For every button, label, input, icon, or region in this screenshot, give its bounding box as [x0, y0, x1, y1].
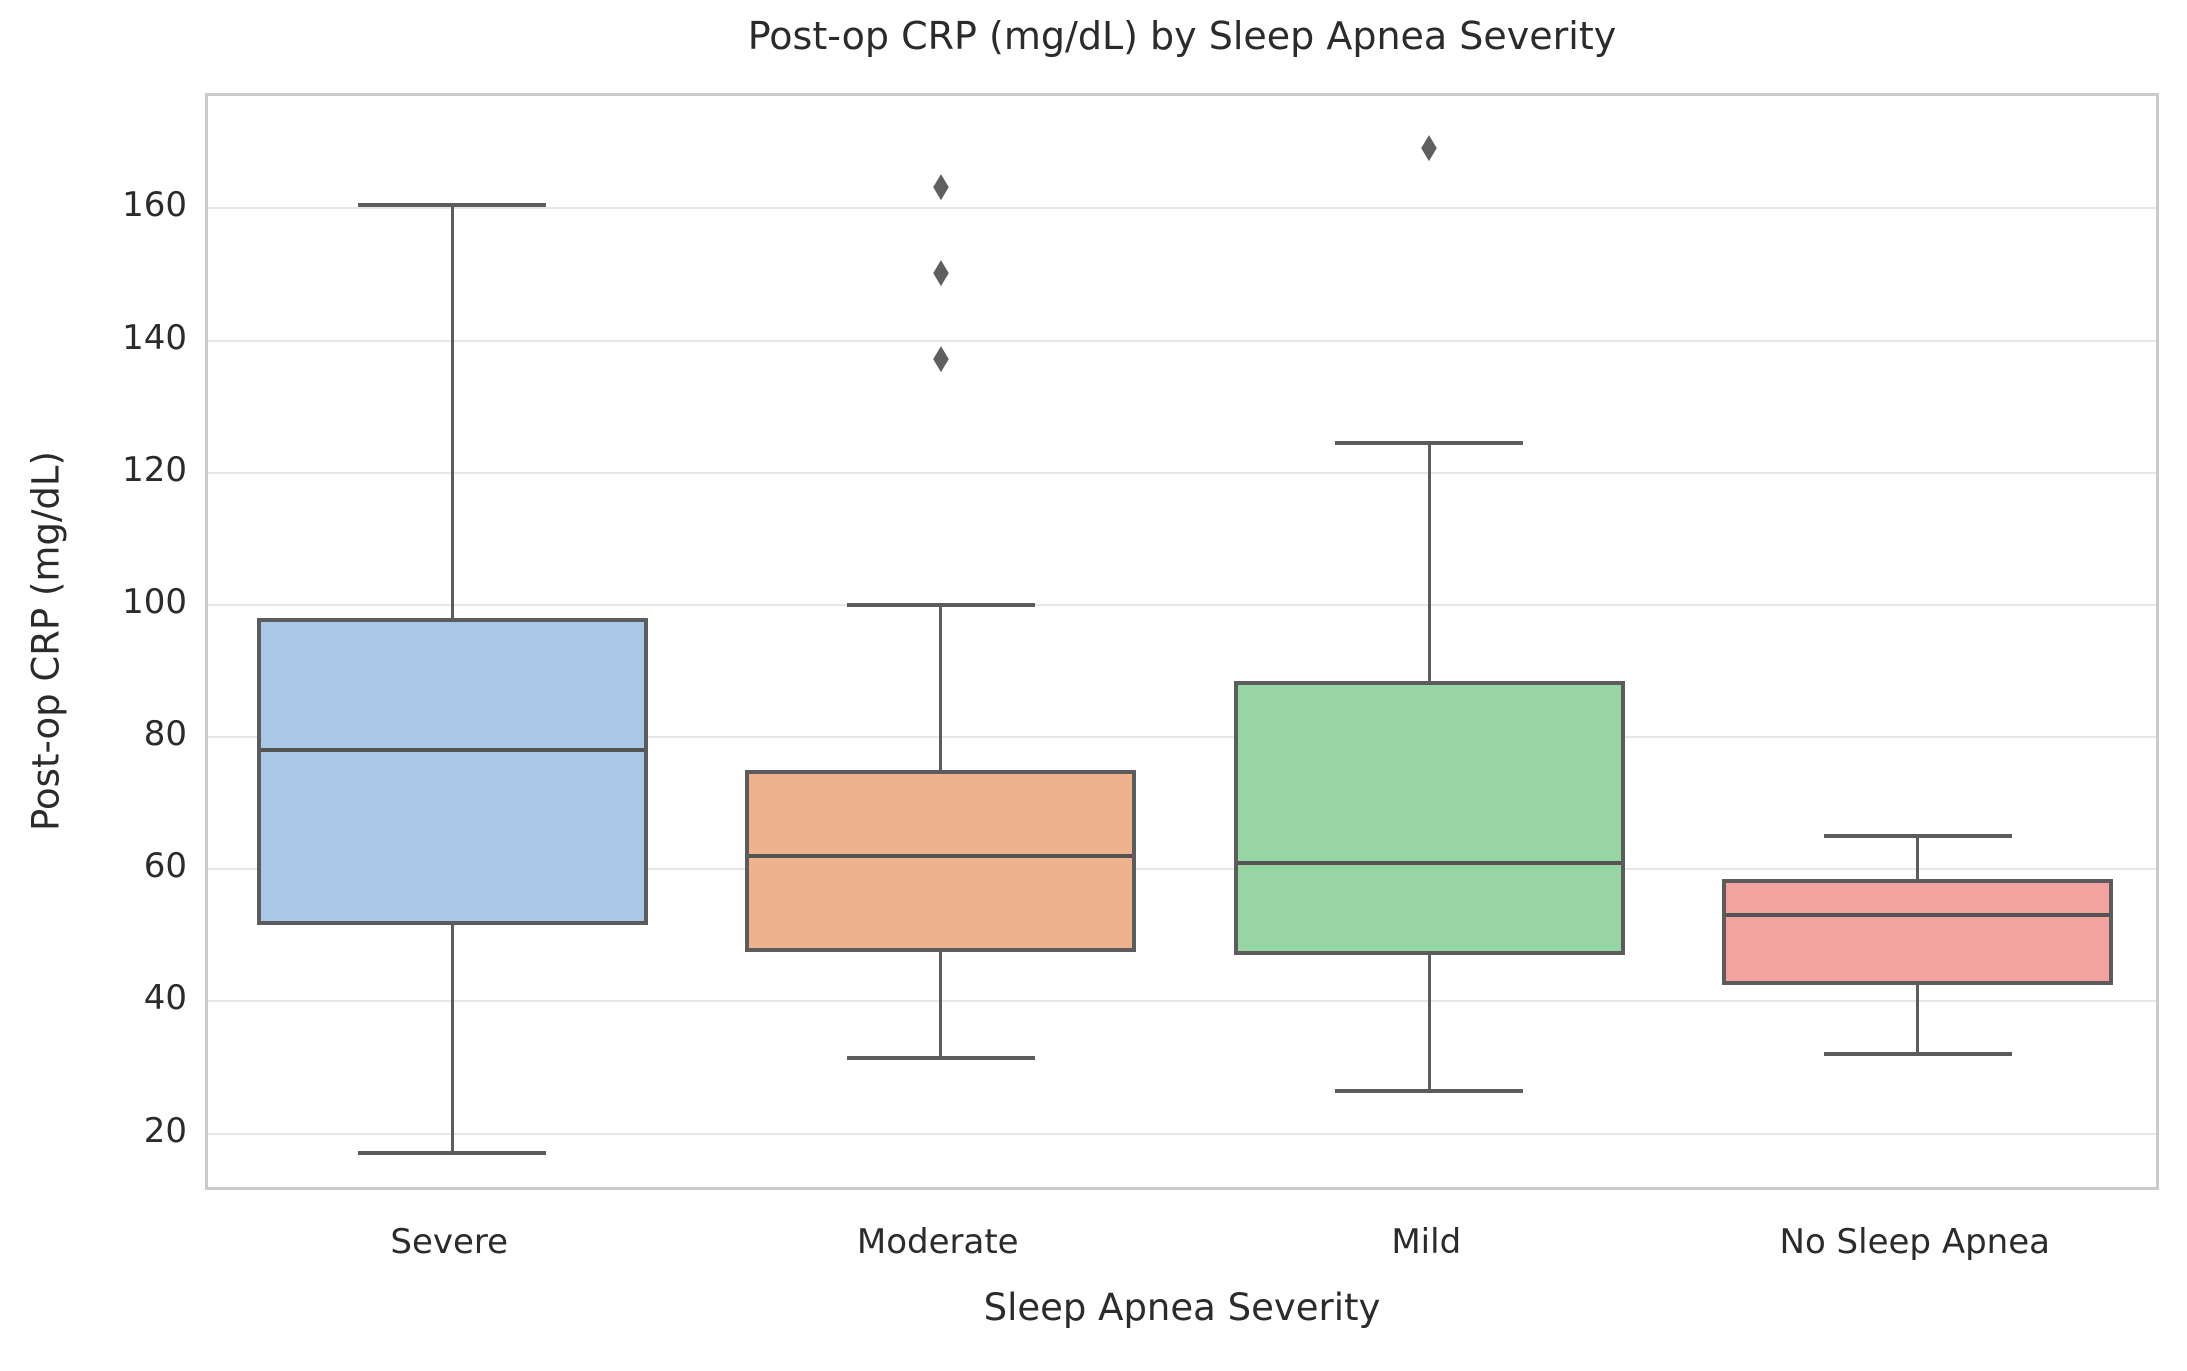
whisker-cap-lower: [358, 1151, 547, 1156]
x-tick-label: Moderate: [856, 1222, 1019, 1262]
y-tick-label: 60: [143, 846, 187, 887]
gridline: [208, 207, 2156, 210]
whisker-cap-lower: [1335, 1088, 1524, 1093]
gridline: [208, 471, 2156, 474]
gridline: [208, 339, 2156, 342]
whisker-lower: [939, 951, 943, 1058]
whisker-lower: [450, 925, 454, 1154]
y-tick-label: 80: [143, 714, 187, 755]
gridline: [208, 868, 2156, 871]
whisker-cap-lower: [846, 1055, 1035, 1060]
gridline: [208, 736, 2156, 739]
whisker-lower: [1916, 984, 1920, 1055]
y-tick-label: 160: [122, 185, 187, 226]
box-rect: [1233, 680, 1625, 956]
box-rect: [745, 770, 1137, 952]
whisker-upper: [939, 604, 943, 771]
y-tick-label: 140: [122, 317, 187, 358]
whisker-upper: [1916, 836, 1920, 880]
median-line: [1726, 913, 2110, 918]
gridline: [208, 1000, 2156, 1003]
x-tick-label: Severe: [390, 1222, 509, 1262]
whisker-cap-upper: [1335, 440, 1524, 445]
outlier-marker: ◆: [932, 165, 949, 206]
box-rect: [1722, 879, 2114, 985]
plot-area: ◆ ◆ ◆ ◆: [205, 93, 2159, 1190]
whisker-lower: [1427, 955, 1431, 1091]
y-tick-label: 100: [122, 581, 187, 622]
whisker-cap-upper: [358, 203, 547, 208]
outlier-marker: ◆: [932, 337, 949, 378]
whisker-cap-lower: [1823, 1052, 2012, 1057]
x-tick-label: No Sleep Apnea: [1779, 1222, 2050, 1262]
outlier-marker: ◆: [932, 251, 949, 292]
whisker-upper: [1427, 442, 1431, 681]
median-line: [260, 748, 644, 753]
whisker-cap-upper: [846, 602, 1035, 607]
whisker-upper: [450, 205, 454, 619]
gridline: [208, 1132, 2156, 1135]
y-axis-label: Post-op CRP (mg/dL): [24, 451, 68, 831]
x-tick-label: Mild: [1391, 1222, 1462, 1262]
x-axis-label: Sleep Apnea Severity: [983, 1286, 1381, 1329]
median-line: [749, 853, 1133, 858]
whisker-cap-upper: [1823, 834, 2012, 839]
gridline: [208, 603, 2156, 606]
median-line: [1237, 860, 1621, 865]
box-rect: [256, 618, 648, 926]
y-tick-label: 40: [143, 978, 187, 1019]
y-tick-label: 120: [122, 449, 187, 490]
y-tick-label: 20: [143, 1110, 187, 1151]
chart-title: Post-op CRP (mg/dL) by Sleep Apnea Sever…: [747, 14, 1617, 58]
outlier-marker: ◆: [1421, 125, 1438, 166]
